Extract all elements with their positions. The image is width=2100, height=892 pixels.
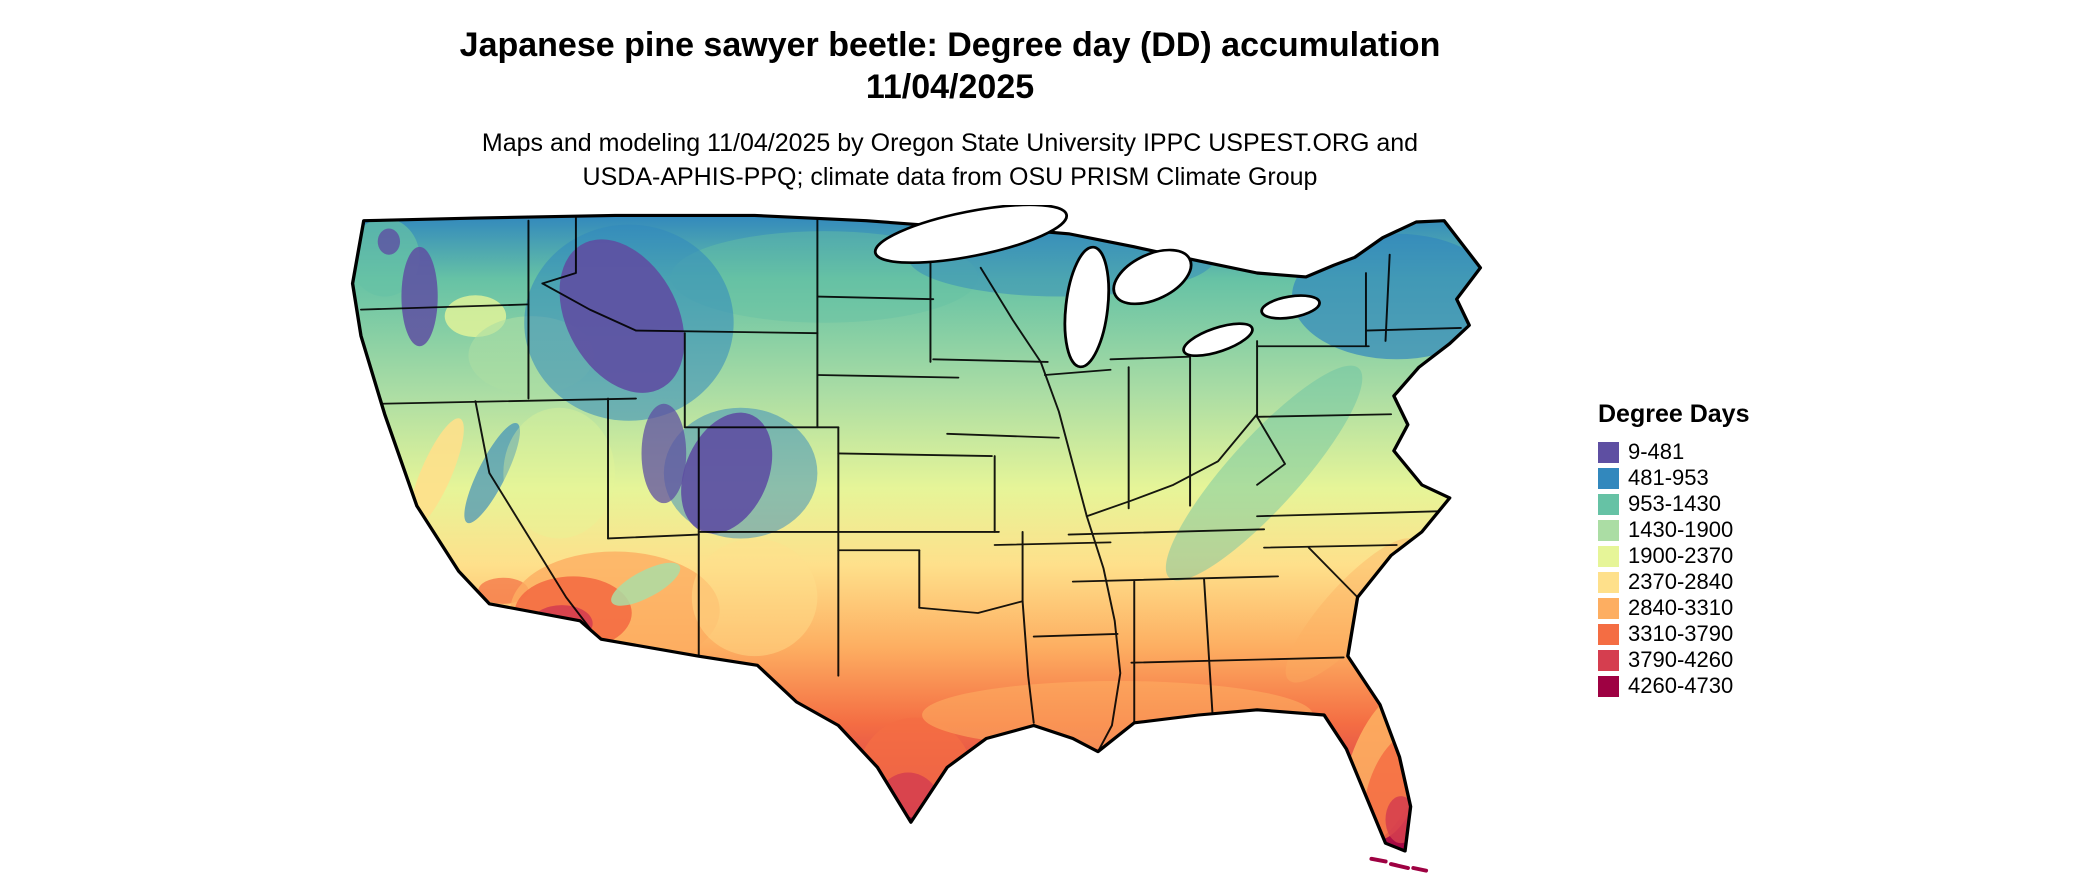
legend-swatch <box>1598 545 1619 567</box>
legend-label: 1430-1900 <box>1628 517 1734 542</box>
lake-huron <box>1112 248 1193 306</box>
legend-swatch <box>1598 467 1619 489</box>
legend-swatch <box>1598 519 1619 541</box>
us-map-svg <box>350 205 1483 873</box>
legend-item: 3310-3790 <box>1598 621 1749 647</box>
florida-keys <box>1369 856 1429 873</box>
great-lakes <box>873 205 1321 369</box>
legend-swatch <box>1598 675 1619 697</box>
legend-label: 1900-2370 <box>1628 543 1734 568</box>
legend-swatch <box>1598 597 1619 619</box>
legend-label: 2840-3310 <box>1628 595 1734 620</box>
legend-swatch <box>1598 441 1619 463</box>
legend-label: 4260-4730 <box>1628 673 1734 698</box>
map-color-field <box>352 215 1481 851</box>
legend-label: 3310-3790 <box>1628 621 1734 646</box>
state-borders <box>359 215 1462 753</box>
legend-item: 953-1430 <box>1598 491 1749 517</box>
us-degree-day-map <box>280 205 1620 885</box>
legend-label: 2370-2840 <box>1628 569 1734 594</box>
page-title: Japanese pine sawyer beetle: Degree day … <box>0 24 1900 108</box>
lake-ontario <box>1260 294 1321 320</box>
lake-michigan <box>1063 245 1111 369</box>
legend-swatch <box>1598 493 1619 515</box>
legend-items: 9-481 481-953 953-1430 1430-1900 1900-2370 23… <box>1598 439 1749 699</box>
legend-title: Degree Days <box>1598 400 1750 428</box>
legend-label: 481-953 <box>1628 465 1709 490</box>
legend-item: 9-481 <box>1598 439 1749 465</box>
legend-label: 9-481 <box>1628 439 1685 464</box>
legend-label: 3790-4260 <box>1628 647 1734 672</box>
legend: Degree Days 9-481 481-953 953-1430 1430-190… <box>1598 400 1749 699</box>
lake-superior <box>873 205 1069 264</box>
legend-item: 481-953 <box>1598 465 1749 491</box>
legend-label: 953-1430 <box>1628 491 1721 516</box>
legend-swatch <box>1598 649 1619 671</box>
legend-swatch <box>1598 623 1619 645</box>
page-subtitle: Maps and modeling 11/04/2025 by Oregon S… <box>0 126 1900 194</box>
legend-item: 1900-2370 <box>1598 543 1749 569</box>
legend-item: 1430-1900 <box>1598 517 1749 543</box>
lake-erie <box>1182 322 1254 358</box>
legend-item: 4260-4730 <box>1598 673 1749 699</box>
subtitle-line-1: Maps and modeling 11/04/2025 by Oregon S… <box>481 129 1419 157</box>
title-line-1: Japanese pine sawyer beetle: Degree day … <box>459 26 1441 64</box>
subtitle-line-2: USDA-APHIS-PPQ; climate data from OSU PR… <box>582 163 1318 191</box>
legend-item: 3790-4260 <box>1598 647 1749 673</box>
legend-item: 2840-3310 <box>1598 595 1749 621</box>
legend-swatch <box>1598 571 1619 593</box>
legend-item: 2370-2840 <box>1598 569 1749 595</box>
title-line-2: 11/04/2025 <box>865 68 1035 106</box>
